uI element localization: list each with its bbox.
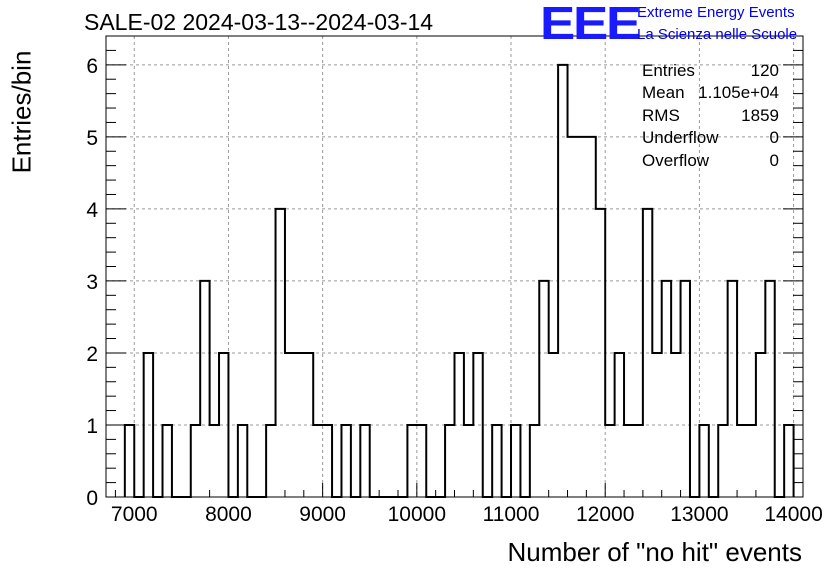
histogram-bin xyxy=(210,425,219,497)
histogram-bin xyxy=(558,65,567,497)
histogram-bin xyxy=(530,425,539,497)
x-axis-label: Number of "no hit" events xyxy=(507,537,803,567)
histogram-bin xyxy=(455,353,464,497)
stat-rms-value: 1859 xyxy=(741,106,779,125)
histogram-bin xyxy=(200,281,209,497)
y-tick-label: 0 xyxy=(86,487,98,510)
histogram-bin xyxy=(681,281,690,497)
chart-title: SALE-02 2024-03-13--2024-03-14 xyxy=(84,9,434,35)
histogram-bin xyxy=(699,425,708,497)
histogram-bin xyxy=(125,425,134,497)
x-tick-label: 10000 xyxy=(388,503,446,526)
histogram-bin xyxy=(445,425,454,497)
axis-ticks xyxy=(106,49,803,498)
histogram-bin xyxy=(313,425,322,497)
x-tick-label: 7000 xyxy=(111,503,158,526)
x-tick-label: 14000 xyxy=(764,503,822,526)
y-axis-label: Entries/bin xyxy=(6,50,37,174)
histogram-bin xyxy=(643,209,652,497)
histogram-bin xyxy=(568,137,577,497)
x-tick-label: 11000 xyxy=(483,503,540,526)
histogram-bin xyxy=(784,425,793,497)
histogram-bin xyxy=(238,425,247,497)
histogram-bin xyxy=(633,425,642,497)
histogram-bin xyxy=(473,353,482,497)
histogram-bin xyxy=(341,425,350,497)
histogram-bin xyxy=(737,425,746,497)
eee-logo: EEE xyxy=(540,0,641,49)
histogram-bin xyxy=(539,281,548,497)
y-tick-label: 1 xyxy=(86,415,98,438)
histogram-bin xyxy=(360,425,369,497)
y-tick-label: 4 xyxy=(86,199,98,222)
stat-entries-value: 120 xyxy=(750,61,779,80)
tick-labels: 7000 8000 9000 10000 11000 12000 13000 14000012… xyxy=(86,55,822,526)
histogram-bin xyxy=(276,209,285,497)
histogram-bin xyxy=(662,281,671,497)
stat-entries-label: Entries xyxy=(642,61,695,80)
stat-mean-value: 1.105e+04 xyxy=(698,83,779,102)
histogram-bin xyxy=(624,425,633,497)
x-tick-label: 12000 xyxy=(576,503,634,526)
histogram-bin xyxy=(671,353,680,497)
histogram-bin xyxy=(407,425,416,497)
histogram-bin xyxy=(492,425,501,497)
stat-overflow-value: 0 xyxy=(769,151,779,170)
histogram-outline xyxy=(123,63,795,498)
logo-line-1: Extreme Energy Events xyxy=(637,4,795,21)
stat-rms-label: RMS xyxy=(642,106,680,125)
histogram-bin xyxy=(511,425,520,497)
histogram-bin xyxy=(605,425,614,497)
histogram-bin xyxy=(746,425,755,497)
stat-mean-label: Mean xyxy=(642,83,685,102)
histogram-bin xyxy=(728,281,737,497)
x-tick-label: 13000 xyxy=(670,503,728,526)
histogram-bin xyxy=(285,353,294,497)
histogram-bin xyxy=(266,425,275,497)
histogram-bin xyxy=(765,281,774,497)
histogram-bin xyxy=(615,353,624,497)
histogram-bin xyxy=(596,209,605,497)
histogram-bin xyxy=(586,137,595,497)
stat-underflow-value: 0 xyxy=(769,128,779,147)
histogram-bin xyxy=(219,353,228,497)
histogram-bin xyxy=(304,353,313,497)
histogram-bin xyxy=(323,425,332,497)
stat-overflow-label: Overflow xyxy=(642,151,710,170)
histogram-series xyxy=(123,63,795,498)
histogram-bin xyxy=(294,353,303,497)
y-tick-label: 6 xyxy=(86,55,98,78)
logo-line-2: La Scienza nelle Scuole xyxy=(637,26,798,43)
histogram-bin xyxy=(191,425,200,497)
histogram-bin xyxy=(718,425,727,497)
y-tick-label: 2 xyxy=(86,343,98,366)
y-tick-label: 5 xyxy=(86,127,98,150)
histogram-bin xyxy=(144,353,153,497)
x-tick-label: 8000 xyxy=(205,503,252,526)
stat-underflow-label: Underflow xyxy=(642,128,719,147)
histogram-bin xyxy=(756,353,765,497)
histogram-bin xyxy=(163,425,172,497)
histogram-bin xyxy=(464,425,473,497)
histogram-bin xyxy=(577,137,586,497)
histogram-bin xyxy=(652,353,661,497)
y-tick-label: 3 xyxy=(86,271,98,294)
x-tick-label: 9000 xyxy=(299,503,346,526)
histogram-bin xyxy=(417,425,426,497)
histogram-bin xyxy=(549,353,558,497)
